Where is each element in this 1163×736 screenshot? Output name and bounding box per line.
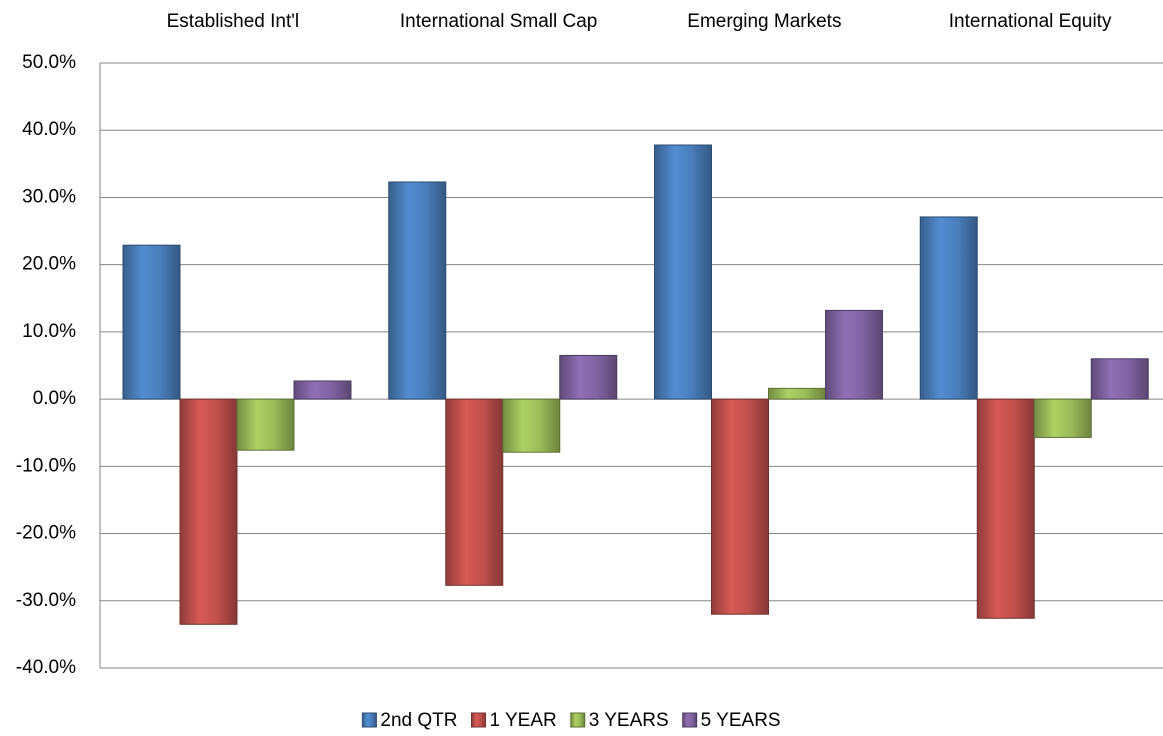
bar <box>919 216 978 400</box>
bar <box>768 387 826 400</box>
category-label: Emerging Markets <box>687 11 841 32</box>
y-tick-label: -20.0% <box>16 523 76 544</box>
legend-swatch <box>682 712 698 728</box>
y-tick-label: 40.0% <box>22 119 76 140</box>
bar <box>179 398 238 625</box>
bar <box>236 398 295 451</box>
y-tick-label: -30.0% <box>16 590 76 611</box>
y-tick-label: 30.0% <box>22 186 76 207</box>
legend-swatch <box>570 712 586 728</box>
bar <box>502 398 561 453</box>
y-tick-label: -40.0% <box>16 657 76 678</box>
bar <box>445 398 504 586</box>
bar <box>1090 358 1149 400</box>
legend-label: 1 YEAR <box>490 710 557 731</box>
legend-swatch <box>471 712 486 728</box>
bar <box>1033 398 1092 438</box>
bar <box>388 181 447 400</box>
category-label: International Small Cap <box>400 11 598 32</box>
category-label: International Equity <box>949 11 1112 32</box>
y-tick-label: 20.0% <box>22 254 76 275</box>
legend-label: 3 YEARS <box>589 710 669 731</box>
y-tick-label: 50.0% <box>22 52 76 73</box>
legend-label: 2nd QTR <box>380 710 457 731</box>
bar <box>711 398 769 615</box>
bar <box>654 144 712 400</box>
legend-swatch <box>361 712 377 728</box>
bar <box>825 309 883 400</box>
bar <box>122 244 181 400</box>
y-tick-label: 10.0% <box>22 321 76 342</box>
bar <box>293 380 352 400</box>
legend: 2nd QTR 1 YEAR 3 YEARS 5 YEARS <box>361 710 781 731</box>
bar <box>976 398 1035 619</box>
y-tick-label: 0.0% <box>33 388 76 409</box>
category-label: Established Int'l <box>167 11 299 32</box>
bar <box>559 354 618 400</box>
legend-label: 5 YEARS <box>701 710 781 731</box>
y-tick-label: -10.0% <box>16 455 76 476</box>
